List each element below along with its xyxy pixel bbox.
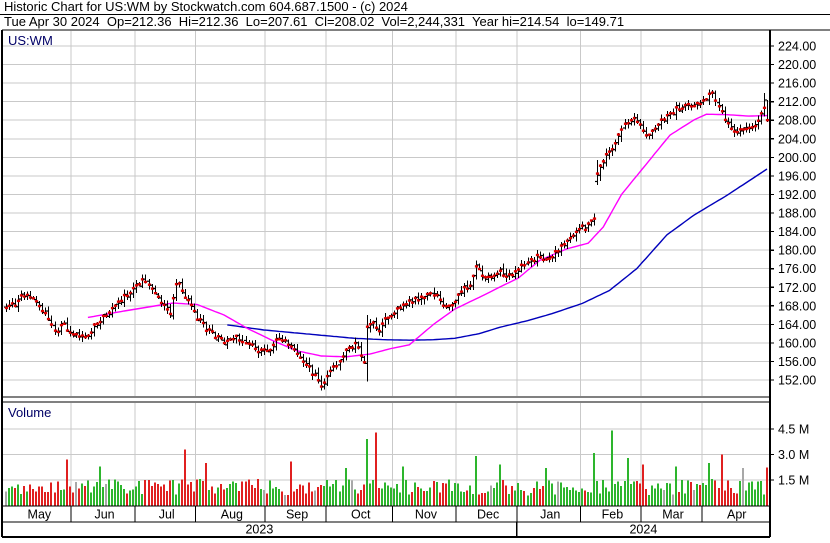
- svg-text:Dec: Dec: [477, 508, 499, 522]
- symbol-label: US:WM: [8, 33, 53, 48]
- svg-text:Mar: Mar: [662, 508, 684, 522]
- svg-text:3.0 M: 3.0 M: [778, 448, 809, 462]
- ohlc-bars-layer: [4, 89, 770, 391]
- svg-text:Jun: Jun: [94, 508, 114, 522]
- svg-text:176.00: 176.00: [778, 262, 816, 276]
- panel-borders: [1, 29, 830, 538]
- svg-text:184.00: 184.00: [778, 225, 816, 239]
- svg-text:216.00: 216.00: [778, 77, 816, 91]
- svg-text:188.00: 188.00: [778, 207, 816, 221]
- volume-panel-label: Volume: [8, 405, 52, 420]
- svg-text:180.00: 180.00: [778, 244, 816, 258]
- svg-text:224.00: 224.00: [778, 40, 816, 54]
- chart-title: Historic Chart for US:WM by Stockwatch.c…: [4, 0, 408, 14]
- svg-text:Jul: Jul: [159, 508, 175, 522]
- svg-text:Nov: Nov: [415, 508, 438, 522]
- svg-text:Jan: Jan: [540, 508, 560, 522]
- svg-text:156.00: 156.00: [778, 355, 816, 369]
- svg-text:Oct: Oct: [351, 508, 371, 522]
- svg-text:4.5 M: 4.5 M: [778, 423, 809, 437]
- svg-text:192.00: 192.00: [778, 188, 816, 202]
- svg-text:212.00: 212.00: [778, 95, 816, 109]
- svg-text:2023: 2023: [245, 523, 273, 537]
- header-divider: [0, 14, 830, 15]
- svg-text:Apr: Apr: [727, 508, 746, 522]
- fast-moving-average-line: [87, 113, 768, 358]
- svg-text:Aug: Aug: [221, 508, 243, 522]
- svg-text:204.00: 204.00: [778, 132, 816, 146]
- svg-text:196.00: 196.00: [778, 169, 816, 183]
- volume-bars-layer: [5, 430, 768, 506]
- gridlines-layer: [3, 31, 769, 505]
- slow-moving-average-line: [227, 168, 768, 341]
- svg-text:Sep: Sep: [286, 508, 308, 522]
- volume-axis-labels: 4.5 M 3.0 M 1.5 M: [770, 423, 809, 488]
- svg-text:220.00: 220.00: [778, 58, 816, 72]
- svg-text:164.00: 164.00: [778, 318, 816, 332]
- svg-text:Feb: Feb: [602, 508, 624, 522]
- price-axis-labels: 224.00 220.00 216.00 212.00 208.00 204.00 200.…: [770, 40, 816, 388]
- svg-text:152.00: 152.00: [778, 374, 816, 388]
- time-axis-labels: May Jun Jul Aug Sep Oct Nov Dec Jan Feb Mar Apr 2023…: [28, 506, 746, 537]
- svg-text:168.00: 168.00: [778, 299, 816, 313]
- svg-text:May: May: [28, 508, 52, 522]
- svg-text:1.5 M: 1.5 M: [778, 474, 809, 488]
- svg-text:2024: 2024: [629, 523, 657, 537]
- quote-summary-line: Tue Apr 30 2024 Op=212.36 Hi=212.36 Lo=2…: [4, 14, 625, 29]
- svg-text:160.00: 160.00: [778, 336, 816, 350]
- svg-text:200.00: 200.00: [778, 151, 816, 165]
- svg-text:208.00: 208.00: [778, 114, 816, 128]
- svg-text:172.00: 172.00: [778, 281, 816, 295]
